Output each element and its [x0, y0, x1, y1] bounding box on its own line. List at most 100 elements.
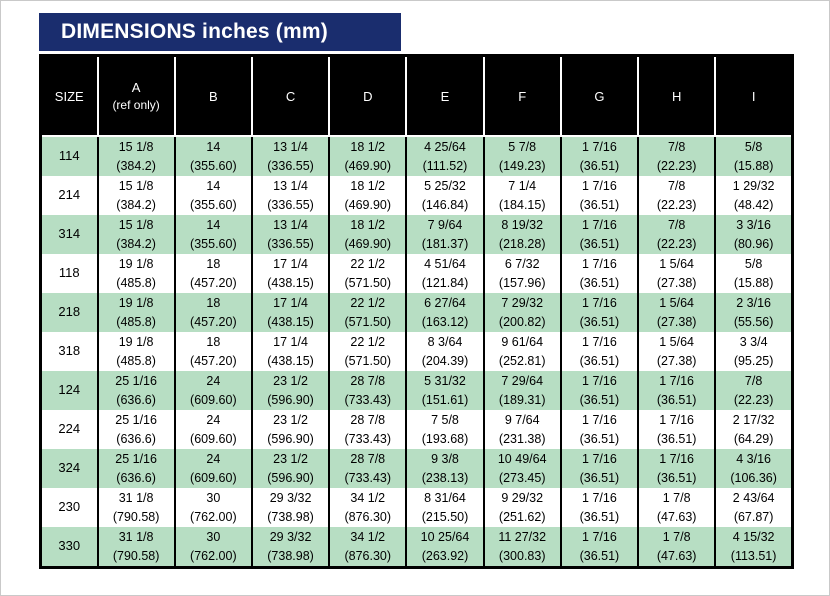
size-cell: 118: [40, 254, 99, 293]
size-cell: 124: [40, 371, 99, 410]
mm-value: (469.90): [344, 197, 392, 212]
inches-value: 1 7/16: [582, 413, 617, 428]
inches-value: 25 1/16: [115, 413, 157, 428]
mm-value: (36.51): [656, 470, 697, 485]
mm-value: (636.6): [116, 431, 156, 446]
dimension-cell: 22 1/2 (571.50): [329, 332, 408, 371]
mm-value: (36.51): [656, 431, 697, 446]
inches-value: 19 1/8: [118, 335, 154, 350]
dimension-cell: 1 7/16 (36.51): [638, 410, 717, 449]
inches-value: 6 7/32: [504, 257, 540, 272]
mm-value: (36.51): [579, 314, 620, 329]
inches-value: 9 3/8: [431, 452, 459, 467]
dimension-cell: 18 1/2 (469.90): [329, 176, 408, 215]
dimension-cell: 1 7/16 (36.51): [560, 410, 640, 449]
size-value: 214: [58, 187, 81, 203]
inches-value: 18 1/2: [350, 218, 386, 233]
mm-value: (47.63): [656, 509, 697, 524]
column-label: F: [518, 88, 527, 104]
mm-value: (55.56): [733, 314, 774, 329]
dimension-cell: 15 1/8 (384.2): [97, 215, 176, 254]
page-title: DIMENSIONS inches (mm): [61, 20, 328, 43]
mm-value: (596.90): [267, 392, 314, 407]
inches-value: 29 3/32: [269, 491, 312, 506]
table-body: 114 15 1/8 (384.2) 14 (355.60) 13 1/4 (336.55)…: [40, 136, 793, 568]
dimension-cell: 25 1/16 (636.6): [97, 449, 176, 488]
inches-value: 4 25/64: [424, 140, 466, 155]
mm-value: (355.60): [190, 236, 237, 251]
size-value: 118: [58, 265, 80, 281]
dimension-cell: 1 7/16 (36.51): [560, 215, 640, 254]
size-value: 218: [58, 304, 81, 320]
dimension-cell: 18 (457.20): [174, 293, 253, 332]
inches-value: 10 49/64: [497, 452, 547, 467]
mm-value: (157.96): [498, 275, 546, 290]
dimension-cell: 1 7/16 (36.51): [560, 136, 640, 176]
mm-value: (733.43): [344, 470, 392, 485]
dimension-cell: 28 7/8 (733.43): [329, 449, 408, 488]
dimension-cell: 1 7/8 (47.63): [638, 488, 717, 527]
mm-value: (762.00): [190, 509, 237, 524]
column-label: I: [751, 88, 756, 104]
size-cell: 318: [40, 332, 99, 371]
mm-value: (438.15): [267, 353, 314, 368]
mm-value: (181.37): [421, 236, 469, 251]
dimension-cell: 7/8 (22.23): [715, 371, 792, 410]
mm-value: (485.8): [116, 314, 156, 329]
inches-value: 5/8: [744, 257, 763, 272]
mm-value: (596.90): [267, 470, 314, 485]
column-label: D: [363, 88, 373, 104]
inches-value: 1 7/16: [582, 491, 617, 506]
mm-value: (189.31): [498, 392, 546, 407]
dimension-cell: 19 1/8 (485.8): [97, 293, 176, 332]
dimension-cell: 23 1/2 (596.90): [251, 449, 331, 488]
size-cell: 330: [40, 527, 99, 568]
mm-value: (163.12): [421, 314, 469, 329]
dimension-cell: 1 7/16 (36.51): [638, 449, 717, 488]
mm-value: (36.51): [579, 509, 620, 524]
mm-value: (438.15): [267, 314, 314, 329]
inches-value: 25 1/16: [115, 374, 157, 389]
inches-value: 29 3/32: [269, 530, 312, 545]
inches-value: 34 1/2: [350, 491, 386, 506]
column-header-e: E: [406, 55, 485, 137]
dimension-cell: 5 31/32 (151.61): [406, 371, 485, 410]
dimension-cell: 19 1/8 (485.8): [97, 254, 176, 293]
inches-value: 4 51/64: [424, 257, 466, 272]
mm-value: (273.45): [498, 470, 546, 485]
column-header-size: SIZE: [40, 55, 99, 137]
column-label: G: [594, 88, 605, 104]
inches-value: 28 7/8: [350, 374, 386, 389]
mm-value: (469.90): [344, 236, 392, 251]
inches-value: 31 1/8: [118, 491, 154, 506]
dimension-cell: 28 7/8 (733.43): [329, 371, 408, 410]
dimension-cell: 10 49/64 (273.45): [483, 449, 562, 488]
size-value: 124: [58, 382, 81, 398]
dimension-cell: 14 (355.60): [174, 176, 253, 215]
mm-value: (571.50): [344, 314, 392, 329]
inches-value: 13 1/4: [273, 140, 308, 155]
inches-value: 1 7/8: [662, 491, 691, 506]
inches-value: 13 1/4: [273, 179, 308, 194]
dimension-cell: 8 3/64 (204.39): [406, 332, 485, 371]
dimension-cell: 1 7/16 (36.51): [560, 332, 640, 371]
mm-value: (200.82): [498, 314, 546, 329]
mm-value: (263.92): [421, 548, 469, 563]
column-sublabel: (ref only): [112, 98, 160, 112]
inches-value: 23 1/2: [273, 374, 308, 389]
mm-value: (609.60): [190, 431, 237, 446]
dimension-cell: 9 3/8 (238.13): [406, 449, 485, 488]
size-cell: 314: [40, 215, 99, 254]
inches-value: 5 31/32: [424, 374, 466, 389]
dimension-cell: 2 43/64 (67.87): [715, 488, 792, 527]
dimension-cell: 30 (762.00): [174, 488, 253, 527]
mm-value: (300.83): [498, 548, 546, 563]
dimension-cell: 1 5/64 (27.38): [638, 254, 717, 293]
dimension-cell: 5/8 (15.88): [715, 254, 792, 293]
column-label: A: [131, 80, 141, 95]
column-header-a: A (ref only): [97, 55, 176, 137]
mm-value: (36.51): [579, 236, 620, 251]
size-value: 224: [58, 421, 81, 437]
mm-value: (485.8): [116, 275, 156, 290]
